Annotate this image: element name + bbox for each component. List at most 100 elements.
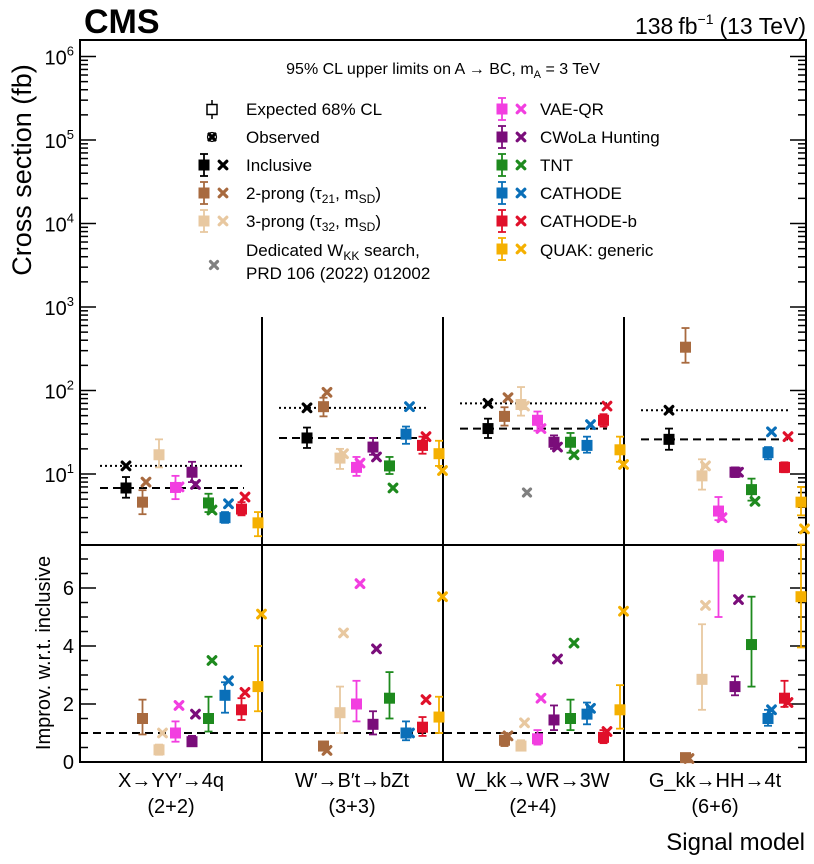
observed-improvement xyxy=(338,627,349,639)
observed-limit xyxy=(387,482,399,494)
legend-cwola-label: CWoLa Hunting xyxy=(540,128,660,147)
series-cathode-b xyxy=(236,400,794,745)
expected-limit-marker xyxy=(400,428,412,440)
legend-dedicated-cross xyxy=(208,259,220,271)
dedicated-search-observed xyxy=(521,487,533,498)
expected-improvement-marker xyxy=(417,721,428,733)
expected-limit-marker xyxy=(795,496,807,508)
legend-inclusive-label: Inclusive xyxy=(246,156,312,175)
expected-limit-marker xyxy=(680,341,691,353)
observed-improvement xyxy=(502,730,514,742)
legend-2-prong-marker xyxy=(198,187,210,199)
y-axis-title-top: Cross section (fb) xyxy=(7,64,37,276)
observed-limit xyxy=(535,423,547,434)
legend-vae-qr-cross xyxy=(515,103,527,115)
series-quak xyxy=(252,435,810,734)
observed-limit xyxy=(371,451,382,463)
legend-tnt-label: TNT xyxy=(540,156,573,175)
tick-label-1000: 103 xyxy=(45,294,74,320)
observed-limit xyxy=(766,426,777,438)
observed-improvement xyxy=(683,753,695,764)
category-sublabel-2: (3+3) xyxy=(328,796,375,818)
expected-limit-marker xyxy=(153,449,165,461)
legend-2prong-label: 2-prong (τ21, mSD) xyxy=(246,184,381,206)
expected-improvement-marker xyxy=(680,752,691,764)
observed-improvement xyxy=(437,591,448,603)
expected-limit-marker xyxy=(384,460,395,472)
observed-limit xyxy=(338,448,349,460)
x-axis-title: Signal model xyxy=(666,829,805,856)
series-2-prong xyxy=(137,327,695,764)
tick-label-10: 101 xyxy=(45,461,74,487)
observed-limit xyxy=(799,523,810,535)
observed-limit xyxy=(223,498,234,510)
expected-improvement-marker xyxy=(795,591,807,603)
luminosity-label: 138 fb−1 (13 TeV) xyxy=(635,11,806,39)
observed-improvement xyxy=(239,687,251,698)
expected-limit-marker xyxy=(236,503,247,515)
expected-improvement-marker xyxy=(515,740,527,752)
observed-improvement xyxy=(519,717,530,729)
legend-cathode-b-marker xyxy=(496,215,508,227)
observed-limit xyxy=(206,504,218,516)
expected-limit-marker xyxy=(499,410,510,422)
expected-improvement-marker xyxy=(433,711,445,723)
observed-limit xyxy=(552,441,563,453)
tick-label-1000000: 106 xyxy=(45,44,74,70)
category-sublabel-3: (2+4) xyxy=(509,796,556,818)
category-label-2: W′→B′t→bZt xyxy=(295,770,410,792)
expected-improvement-marker xyxy=(532,733,543,745)
observed-improvement xyxy=(568,637,580,649)
expected-limit-marker xyxy=(746,484,757,496)
legend-cwola-cross xyxy=(515,131,527,143)
legend-expected-label: Expected 68% CL xyxy=(246,100,382,119)
observed-limit xyxy=(239,491,251,503)
expected-limit-marker xyxy=(219,512,231,524)
tick-label-0: 0 xyxy=(63,752,74,774)
observed-limit xyxy=(733,466,744,478)
legend-tnt-cross xyxy=(515,159,527,171)
legend-cathode-cross xyxy=(515,187,527,199)
expected-limit-marker xyxy=(614,444,626,456)
observed-improvement xyxy=(782,697,794,708)
tick-label-100000: 105 xyxy=(45,127,74,153)
category-label-3: W_kk→WR→3W xyxy=(456,770,609,792)
observed-limit xyxy=(354,457,366,469)
legend-tnt-marker xyxy=(496,159,508,171)
observed-limit xyxy=(321,386,333,398)
series-cwola xyxy=(186,434,744,748)
expected-limit-marker xyxy=(186,466,198,478)
observed-improvement xyxy=(700,600,711,611)
series-inclusive xyxy=(120,398,675,499)
expected-improvement-marker xyxy=(186,736,198,748)
legend-observed-marker xyxy=(206,131,218,143)
expected-limit-marker xyxy=(696,470,708,482)
expected-limit-marker xyxy=(170,481,181,493)
observed-improvement xyxy=(256,608,267,620)
expected-limit-marker xyxy=(663,433,675,445)
legend-cathode-b-cross xyxy=(515,215,527,227)
expected-limit-marker xyxy=(729,466,741,478)
series-tnt xyxy=(203,432,761,733)
legend-expected-marker xyxy=(206,103,218,116)
observed-limit xyxy=(173,481,185,493)
expected-limit-marker xyxy=(367,441,379,453)
expected-limit-marker xyxy=(532,414,543,426)
observed-improvement xyxy=(420,694,432,706)
observed-improvement xyxy=(173,700,185,711)
observed-limit xyxy=(601,400,613,412)
observed-improvement xyxy=(618,605,629,617)
expected-improvement-marker xyxy=(367,718,379,730)
category-sublabel-1: (2+2) xyxy=(147,796,194,818)
observed-limit xyxy=(301,402,313,414)
legend-cathode-marker xyxy=(496,187,508,199)
category-dividers xyxy=(261,317,625,762)
expected-improvement-marker xyxy=(598,731,609,743)
observed-limit xyxy=(782,431,794,443)
data-marks xyxy=(120,327,810,764)
plot-title: 95% CL upper limits on A → BC, mA = 3 Te… xyxy=(286,61,600,81)
legend-cwola-marker xyxy=(496,131,508,143)
legend-dedicated-label-2: PRD 106 (2022) 012002 xyxy=(246,264,430,283)
legend-vae-qr-marker xyxy=(496,103,508,115)
expected-limit-marker xyxy=(417,439,428,451)
